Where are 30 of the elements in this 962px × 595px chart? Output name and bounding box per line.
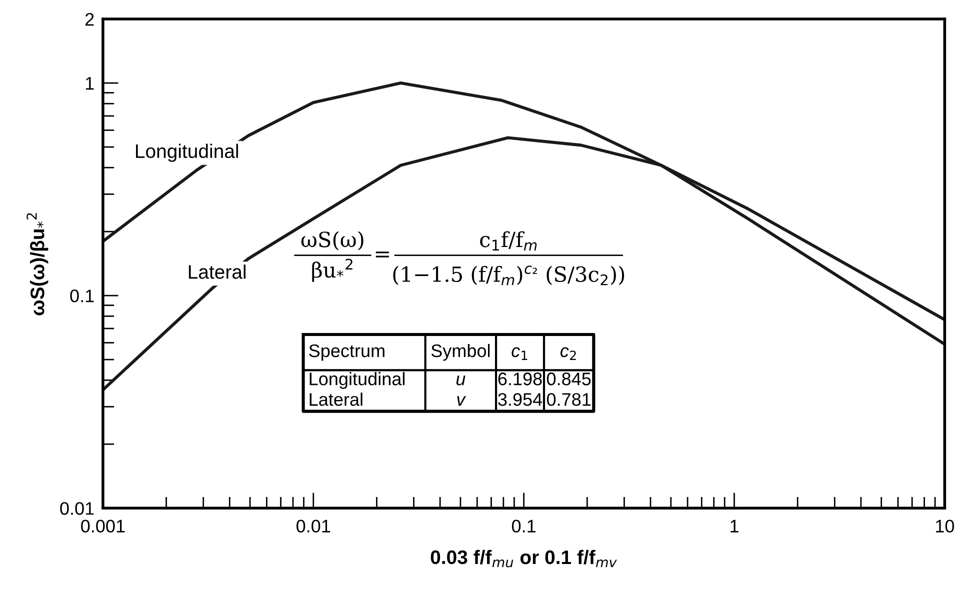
annotation: Symbol — [431, 344, 490, 361]
annotation: βu$_{*}$$^{2}$ — [312, 258, 352, 282]
series-label: Longitudinal — [136, 144, 238, 162]
y-tick-label: 1 — [86, 77, 94, 90]
annotation: Spectrum — [309, 344, 384, 361]
annotation: 3.954 — [498, 393, 542, 406]
annotation: Longitudinal — [310, 372, 404, 389]
annotation: Lateral — [310, 392, 362, 406]
annotation: v — [457, 396, 466, 406]
annotation: c$_{1}$ — [512, 347, 528, 360]
annotation: ωS(ω) — [301, 231, 364, 250]
annotation: (1−1.5 (f/f$_{m}$)$^{c₂}$ (S/3c$_{2}$)) — [393, 266, 624, 286]
x-tick-label: 0.1 — [512, 520, 536, 533]
annotation: c$_{1}$f/f$_{m}$ — [480, 231, 537, 250]
x-tick-label: 1 — [730, 520, 738, 532]
y-tick-label: 0.1 — [70, 290, 94, 302]
annotation: 0.781 — [546, 393, 591, 406]
annotation: u — [456, 376, 466, 386]
x-axis-title: 0.03 f/f$_{mu}$ or 0.1 f/f$_{mv}$ — [430, 550, 617, 568]
x-tick-label: 0.001 — [81, 520, 125, 533]
x-tick-label: 0.01 — [296, 520, 330, 533]
x-tick-label: 10 — [936, 520, 954, 533]
y-tick-label: 2 — [85, 12, 94, 26]
y-axis-title: ωS(ω)/βu$_{*}$$^{2}$ — [26, 213, 48, 316]
annotation: 0.845 — [546, 372, 591, 386]
annotation: 6.198 — [498, 372, 542, 386]
y-tick-label: 0.01 — [60, 502, 94, 515]
annotation: = — [376, 252, 389, 258]
series-label: Lateral — [188, 264, 246, 279]
annotation: c$_{2}$ — [560, 347, 576, 360]
